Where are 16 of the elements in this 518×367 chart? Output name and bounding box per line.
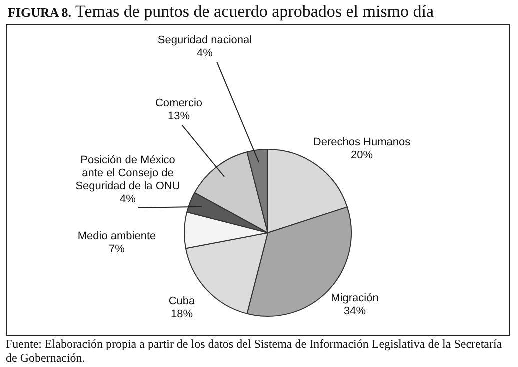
slice-label: Posición de México ante el Consejo de Seguridad de la ONU bbox=[76, 154, 180, 193]
data-label: 4% bbox=[120, 194, 136, 206]
data-label: 20% bbox=[350, 150, 374, 162]
data-label: 34% bbox=[344, 306, 366, 318]
slice-label: Cuba bbox=[168, 296, 196, 308]
data-label: 4% bbox=[197, 48, 214, 60]
slice-label: Comercio bbox=[155, 98, 203, 110]
source-note: Fuente: Elaboración propia a partir de los datos del Sistema de Información Legislativa de la Secretaría de Gobernación. bbox=[6, 337, 504, 365]
slice-label: Seguridad nacional bbox=[158, 34, 252, 47]
data-label: 13% bbox=[168, 110, 190, 123]
slice-label: Migración bbox=[331, 292, 379, 305]
chart-title: FIGURA 8. Temas de puntos de acuerdo aprobados el mismo día bbox=[8, 2, 434, 22]
data-label: 18% bbox=[170, 308, 194, 321]
slice-label: Derechos Humanos bbox=[313, 136, 412, 149]
slice-label: Medio ambiente bbox=[78, 230, 156, 243]
data-label: 7% bbox=[109, 244, 126, 256]
